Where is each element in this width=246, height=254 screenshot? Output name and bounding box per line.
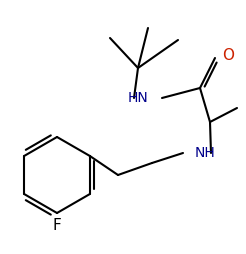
Text: NH: NH bbox=[195, 146, 216, 160]
Text: O: O bbox=[222, 49, 234, 64]
Text: HN: HN bbox=[127, 91, 148, 105]
Text: F: F bbox=[53, 218, 61, 233]
